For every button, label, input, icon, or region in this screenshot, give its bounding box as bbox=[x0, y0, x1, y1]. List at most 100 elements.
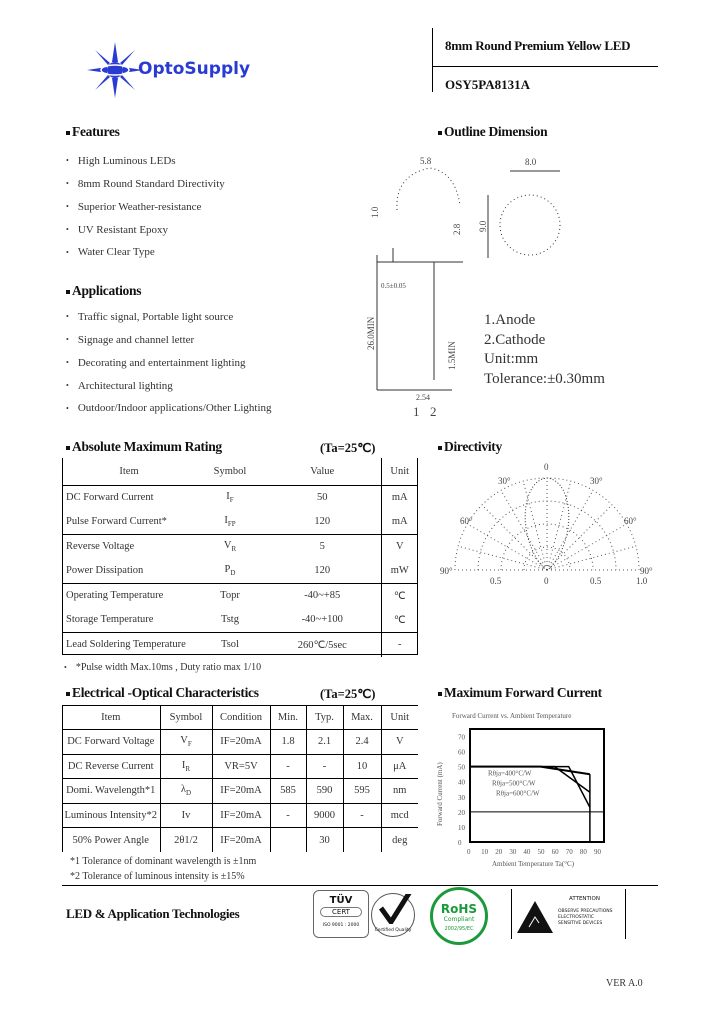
attention-line: OBSERVE PRECAUTIONS bbox=[558, 909, 613, 914]
rohs-label: RoHS bbox=[440, 902, 478, 916]
note-anode: 1.Anode bbox=[484, 312, 536, 328]
polar-spoke bbox=[458, 545, 548, 571]
y-tick: 30 bbox=[458, 794, 466, 802]
features-heading: Features bbox=[66, 124, 120, 140]
curve-label: Rθja=600°C/W bbox=[496, 790, 540, 798]
attention-lines: OBSERVE PRECAUTIONS ELECTROSTATIC SENSIT… bbox=[558, 909, 613, 927]
angle-label: 60° bbox=[460, 516, 473, 526]
col-item: Item bbox=[119, 465, 139, 477]
col-header: Symbol bbox=[159, 705, 212, 730]
polar-spoke bbox=[467, 523, 548, 571]
cell-item: DC Forward Current bbox=[66, 492, 154, 503]
part-number: OSY5PA8131A bbox=[445, 77, 530, 92]
x-tick: 70 bbox=[566, 848, 574, 856]
x-tick: 50 bbox=[538, 848, 546, 856]
polar-ring bbox=[523, 546, 571, 571]
col-header: Unit bbox=[380, 705, 418, 730]
col-value: Value bbox=[310, 465, 335, 477]
y-tick: 40 bbox=[458, 779, 466, 787]
dim-height: 9.0 bbox=[478, 220, 488, 232]
x-tick: 30 bbox=[509, 848, 517, 856]
scale-label: 0.5 bbox=[590, 576, 602, 586]
applications-heading: Applications bbox=[66, 283, 141, 299]
symbol-subscript: D bbox=[186, 789, 192, 798]
col-header: Typ. bbox=[305, 705, 343, 730]
table-row: Domi. Wavelength*1 λD IF=20mA 585 590 595 nm bbox=[62, 778, 418, 803]
cell: Luminous Intensity*2 bbox=[64, 809, 157, 821]
directivity-polar-chart: 0 30° 30° 60° 60° 90° 90° 0.5 0 0.5 1.0 bbox=[440, 462, 653, 586]
directivity-heading: Directivity bbox=[438, 439, 502, 455]
curve-label: Rθja=500°C/W bbox=[492, 780, 536, 788]
col-header: Min. bbox=[269, 705, 306, 730]
esd-warning-icon bbox=[517, 901, 553, 933]
outline-notes: 1.Anode 2.Cathode Unit:mm Tolerance:±0.3… bbox=[484, 311, 605, 389]
electrical-heading: Electrical -Optical Characteristics bbox=[66, 685, 259, 701]
attention-label: ATTENTION bbox=[569, 896, 600, 902]
table-header: Item Symbol Value Unit bbox=[62, 458, 418, 485]
cell-symbol: IFP bbox=[224, 514, 236, 529]
cell-value: -40~+100 bbox=[301, 614, 343, 625]
pin-2-label: 2 bbox=[430, 404, 437, 419]
angle-label: 30° bbox=[498, 476, 511, 486]
abs-max-heading: Absolute Maximum Rating bbox=[66, 439, 222, 455]
esd-attention-box: ATTENTION OBSERVE PRECAUTIONS ELECTROSTA… bbox=[511, 889, 626, 939]
cell-symbol: IF bbox=[226, 490, 234, 505]
derating-curve bbox=[470, 765, 591, 808]
table-row: Storage Temperature Tstg -40~+100 ℃ bbox=[62, 607, 418, 632]
cell: VF bbox=[159, 729, 212, 754]
x-tick: 40 bbox=[523, 848, 531, 856]
x-tick: 60 bbox=[552, 848, 560, 856]
cell: - bbox=[305, 754, 343, 779]
table-row: Operating Temperature Topr -40~+85 ℃ bbox=[62, 583, 418, 608]
cell-value: 120 bbox=[314, 565, 331, 576]
footer-divider bbox=[62, 885, 658, 886]
table-row: Reverse Voltage VR 5 V bbox=[62, 534, 418, 559]
cell: 595 bbox=[342, 778, 381, 803]
symbol-subscript: D bbox=[230, 569, 236, 578]
angle-label: 90° bbox=[640, 566, 653, 576]
x-tick: 0 bbox=[467, 848, 471, 856]
tuv-label: TÜV bbox=[329, 895, 353, 906]
table-row: DC Forward Voltage VF IF=20mA 1.8 2.1 2.4 V bbox=[62, 729, 418, 754]
cell-symbol: Tstg bbox=[221, 614, 239, 625]
angle-label: 90° bbox=[440, 566, 453, 576]
note-tolerance: Tolerance:±0.30mm bbox=[484, 370, 605, 387]
pin-1-label: 1 bbox=[413, 404, 420, 419]
symbol-subscript: FP bbox=[227, 520, 236, 529]
cell-symbol: VR bbox=[223, 539, 237, 554]
rohs-compliant: Compliant bbox=[443, 916, 475, 923]
cell: deg bbox=[380, 827, 418, 852]
table-row: Power Dissipation PD 120 mW bbox=[62, 558, 418, 583]
cell-value: 260℃/5sec bbox=[297, 639, 347, 651]
cell-unit: mA bbox=[380, 485, 418, 510]
features-list: High Luminous LEDs 8mm Round Standard Di… bbox=[66, 150, 225, 264]
dim-dome: 1.0 bbox=[370, 206, 380, 218]
outline-heading: Outline Dimension bbox=[438, 124, 548, 140]
header-divider-h bbox=[432, 66, 658, 67]
abs-max-condition: (Ta=25℃) bbox=[320, 441, 376, 455]
polar-spoke bbox=[546, 504, 613, 571]
abs-max-footnote: *Pulse width Max.10ms , Duty ratio max 1… bbox=[64, 662, 261, 673]
cell-value: 5 bbox=[319, 541, 325, 552]
col-header: Condition bbox=[211, 705, 270, 730]
table-row: DC Forward Current IF 50 mA bbox=[62, 485, 418, 510]
electrical-footnotes: *1 Tolerance of dominant wavelength is ±… bbox=[70, 854, 256, 884]
dim-lead-min: 1.5MIN bbox=[447, 341, 457, 370]
angle-label: 0 bbox=[544, 462, 549, 472]
table-header: Item Symbol Condition Min. Typ. Max. Unit bbox=[62, 705, 418, 730]
rohs-directive: 2002/95/EC bbox=[444, 926, 474, 932]
cell-item: Storage Temperature bbox=[66, 614, 154, 625]
cell-value: -40~+85 bbox=[304, 590, 341, 601]
cell: 2θ1/2 bbox=[159, 827, 212, 852]
note-unit: Unit:mm bbox=[484, 351, 539, 367]
col-symbol: Symbol bbox=[213, 465, 247, 477]
note-cathode: 2.Cathode bbox=[484, 331, 546, 348]
cell: 30 bbox=[305, 827, 343, 852]
polar-spoke bbox=[481, 504, 548, 571]
qc-label: Certified Quality bbox=[374, 928, 412, 933]
cell-unit: ℃ bbox=[380, 583, 418, 608]
electrical-condition: (Ta=25℃) bbox=[320, 687, 376, 701]
col-header: Item bbox=[101, 711, 121, 723]
cell: IR bbox=[159, 754, 212, 779]
attention-line: ELECTROSTATIC bbox=[558, 915, 594, 920]
